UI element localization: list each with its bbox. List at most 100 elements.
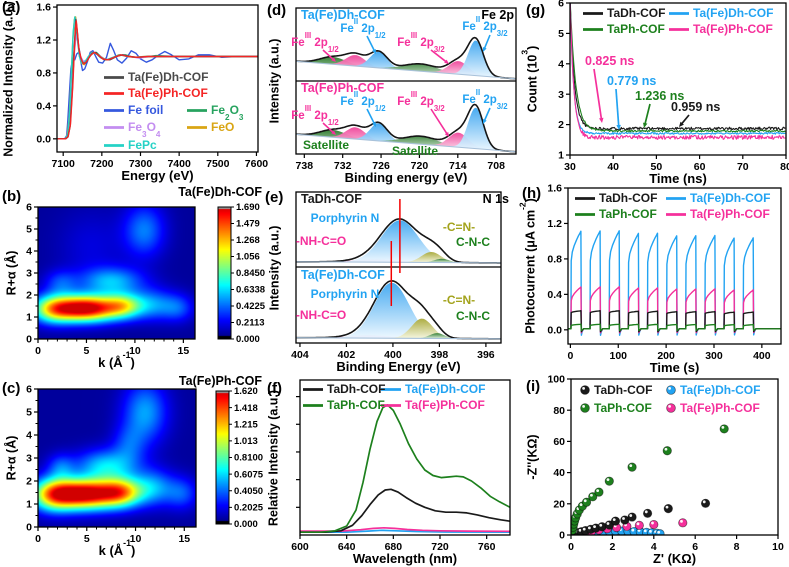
series-Ta(Fe)Ph-COF	[570, 3, 786, 140]
data-point-glint	[583, 499, 587, 503]
y-tick-label: 40	[553, 467, 565, 479]
series-TaDh-COF	[300, 488, 510, 534]
data-point	[594, 487, 604, 497]
x-tick-label: 15	[178, 533, 190, 545]
data-point-glint	[644, 510, 648, 514]
panel-d: 738 732 726 720 714 708 Ta(Fe)Dh-COF FeIII 2p1/…	[263, 0, 523, 185]
series-Ta(Fe)Ph-COF	[300, 526, 510, 533]
x-tick-label: 720	[411, 160, 429, 172]
legend-marker-glint	[582, 405, 585, 408]
x-tick-label: 300	[705, 350, 723, 362]
colorbar-tick-label: 0.6338	[236, 285, 265, 296]
colorbar-tick-label: 1.479	[236, 219, 260, 230]
data-point	[610, 516, 621, 526]
annotation-arrowhead	[331, 57, 336, 62]
data-point-glint	[702, 500, 706, 504]
x-tick-label: 400	[753, 350, 771, 362]
legend-label: Ta(Fe)Ph-COF	[690, 207, 770, 221]
data-point-glint	[636, 522, 640, 526]
data-point-glint	[629, 514, 633, 517]
lifetime-label: 0.959 ns	[671, 100, 721, 114]
y-axis-label: Intensity (a.u.)	[267, 225, 282, 310]
peak-label: Porphyrin N	[310, 211, 380, 225]
x-tick-label: 738	[296, 160, 314, 172]
plot-frame	[295, 191, 502, 344]
panel-g-svg: 30 40 50 60 70 80 1 2 3 4 5 6	[558, 0, 789, 173]
peak-label: -C=N-	[442, 293, 476, 307]
peak-label: -NH-C=O	[295, 308, 347, 322]
plot-frame	[37, 206, 196, 340]
xps-envelope	[296, 103, 516, 153]
peak-label: FeII 2p1/2	[340, 16, 386, 40]
x-tick-label: 640	[338, 541, 356, 553]
x-tick-label: 40	[607, 161, 619, 173]
data-point-glint	[643, 529, 647, 533]
annotation-arrowhead	[444, 59, 449, 64]
legend-label: Ta(Fe)Ph-COF	[693, 22, 773, 36]
legend-label: TaPh-COF	[599, 207, 657, 221]
peak-label: FeIII 2p1/2	[291, 103, 339, 127]
legend-label: FePc	[128, 138, 157, 152]
data-point-glint	[587, 526, 591, 530]
x-tick-label: 7200	[90, 158, 114, 170]
x-tick-label: 80	[780, 161, 789, 173]
colorbar-tick-label: 0.8100	[234, 453, 263, 464]
panel-b-tag: (b)	[2, 188, 22, 205]
subpanel-name: TaDh-COF	[301, 192, 362, 206]
data-point-glint	[629, 464, 633, 468]
colorbar-tick-label: 0.6075	[234, 469, 264, 480]
panel-b: 1.690 1.479 1.268 1.056 0.8450 0.6338 0.4225 0.…	[0, 185, 265, 375]
x-tick-label: 4	[651, 541, 657, 553]
annotation-arrow	[643, 103, 651, 126]
peak-label: FeIII 2p3/2	[397, 89, 445, 113]
x-tick-label: 0	[35, 345, 41, 357]
data-point	[604, 476, 614, 486]
subpanel-name: Ta(Fe)Dh-COF	[301, 8, 385, 22]
series-TaPh-COF	[570, 3, 786, 133]
legend-label: Fe2O3	[211, 103, 244, 123]
y-axis-label: Photocurrent (μA cm-2)	[517, 198, 538, 334]
legend-label: Ta(Fe)Dh-COF	[128, 70, 209, 84]
panel-h-svg: 0 100 200 300 400 0.0 0.4 0.8 1.2 1.6	[547, 183, 782, 362]
x-tick-label: 5	[84, 345, 90, 357]
x-axis-label: Binding energy (eV)	[344, 170, 468, 185]
y-tick-label: 60	[553, 436, 565, 448]
data-point	[719, 424, 729, 434]
y-tick-label: 2	[558, 119, 564, 131]
peak-label: Porphyrin N	[310, 287, 380, 301]
legend-label: TaPh-COF	[327, 398, 385, 412]
x-axis-label: Time (s)	[649, 360, 700, 375]
xps-baseline	[296, 60, 516, 80]
annotation-arrowhead	[482, 47, 487, 52]
x-tick-label: 100	[609, 350, 627, 362]
y-tick-label: 0.0	[36, 133, 51, 145]
colorbar-tick-label: 1.013	[234, 436, 258, 447]
y-tick-label: 4	[558, 58, 564, 70]
colorbar-tick-label: 0.8450	[236, 268, 265, 279]
y-tick-label: 20	[553, 498, 565, 510]
annotation-arrow	[483, 34, 491, 50]
data-point	[627, 512, 637, 522]
annotation-arrowhead	[616, 124, 621, 130]
panel-i-tag: (i)	[526, 378, 541, 395]
data-point	[655, 529, 665, 535]
series-Ta(Fe)Ph-COF	[57, 20, 258, 140]
plot-frame	[37, 388, 197, 528]
legend-label: TaDh-COF	[594, 383, 653, 397]
x-tick-label: 720	[431, 541, 449, 553]
peak-label: -NH-C=O	[295, 234, 347, 248]
y-axis-label: R+α (Å)	[4, 250, 19, 296]
xps-peak-blue	[296, 107, 516, 152]
panel-d-svg: 738 732 726 720 714 708	[295, 7, 517, 172]
x-tick-label: 0	[567, 350, 573, 362]
series-TaDh-COF	[570, 3, 786, 131]
x-axis-label: Energy (eV)	[121, 168, 194, 183]
y-tick-label: 2	[26, 290, 32, 302]
data-point	[663, 504, 673, 514]
lifetime-label: 0.825 ns	[585, 54, 635, 68]
y-tick-label: 1.6	[36, 2, 51, 14]
y-tick-label: 1.2	[547, 218, 562, 230]
colorbar-tick-label: 1.620	[234, 386, 258, 397]
y-tick-label: 6	[558, 0, 564, 10]
heatmap-canvas	[38, 389, 196, 527]
